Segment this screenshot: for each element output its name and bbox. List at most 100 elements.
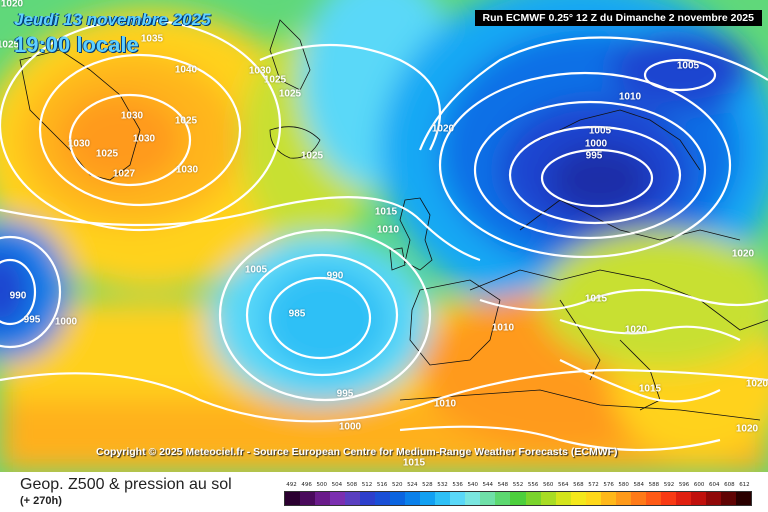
isobar-label: 1030: [175, 164, 199, 176]
isobar-label: 995: [23, 314, 41, 326]
isobar-label: 1030: [67, 138, 91, 150]
model-run-label: Run ECMWF 0.25° 12 Z du Dimanche 2 novem…: [474, 10, 762, 26]
color-scale-tick: 588: [648, 482, 660, 488]
color-scale-swatch: [465, 492, 481, 505]
forecast-date: Jeudi 13 novembre 2025: [14, 10, 211, 29]
isobar-label: 1015: [402, 457, 426, 469]
isobar-label: 990: [9, 290, 27, 302]
isobar-label: 990: [326, 270, 344, 282]
color-scale-swatch: [525, 492, 541, 505]
isobar-label: 1005: [588, 125, 612, 137]
color-scale-tick: 560: [542, 482, 554, 488]
coastlines: [19, 19, 768, 421]
isobar-label: 1025: [278, 88, 302, 100]
isobar-label: 1030: [120, 110, 144, 122]
color-scale-swatch: [735, 492, 751, 505]
isobar-label: 1020: [745, 378, 768, 390]
lead-time: (+ 270h): [20, 495, 62, 507]
color-scale-swatch: [405, 492, 421, 505]
isobar-label: 1030: [248, 65, 272, 77]
color-scale-tick: 544: [482, 482, 494, 488]
isobar-label: 1010: [618, 91, 642, 103]
color-scale-swatch: [330, 492, 346, 505]
isobar-label: 1020: [731, 248, 755, 260]
color-scale-tick: 520: [391, 482, 403, 488]
color-scale-swatch: [375, 492, 391, 505]
isobar-label: 1010: [491, 322, 515, 334]
isobar-label: 1020: [431, 123, 455, 135]
isobar-label: 1025: [0, 39, 20, 51]
color-scale-swatch: [300, 492, 316, 505]
color-scale-swatch: [720, 492, 736, 505]
isobar-label: 1035: [140, 33, 164, 45]
color-scale-bar: [284, 491, 752, 506]
isobar-label: 1010: [433, 398, 457, 410]
color-scale-tick: 604: [709, 482, 720, 488]
isobar-label: 1030: [132, 133, 156, 145]
color-scale-tick: 540: [467, 482, 478, 488]
isobar-label: 995: [336, 388, 354, 400]
color-scale-tick: 504: [331, 482, 343, 488]
copyright-notice: Copyright © 2025 Meteociel.fr - Source E…: [96, 446, 618, 458]
isobar-label: 1000: [338, 421, 362, 433]
map-canvas: [0, 0, 768, 472]
color-scale-tick: 516: [376, 482, 388, 488]
isobar-label: 1040: [174, 64, 198, 76]
color-scale-tick: 592: [663, 482, 675, 488]
isobar-label: 1005: [676, 60, 700, 72]
color-scale-tick: 584: [633, 482, 645, 488]
isobar-label: 985: [288, 308, 306, 320]
color-scale-swatch: [480, 492, 496, 505]
color-scale-swatch: [360, 492, 376, 505]
color-scale-tick: 496: [301, 482, 312, 488]
forecast-time: 19:00 locale: [14, 32, 139, 57]
isobar-label: 1010: [376, 224, 400, 236]
color-scale-swatch: [510, 492, 526, 505]
color-scale-tick: 568: [573, 482, 584, 488]
isobar-label: 1000: [584, 138, 608, 150]
isobar-label: 1015: [638, 383, 662, 395]
isobar-label: 1015: [584, 293, 608, 305]
color-scale-swatch: [570, 492, 586, 505]
color-scale-swatch: [630, 492, 646, 505]
color-scale-tick: 556: [527, 482, 539, 488]
color-scale-labels: 492 496 500 504 508 512 516 520 524 528 532 536 540 5…: [284, 482, 752, 490]
color-scale-swatch: [690, 492, 706, 505]
product-title: Geop. Z500 & pression au sol: [20, 476, 232, 493]
color-scale-tick: 500: [316, 482, 327, 488]
color-scale-swatch: [675, 492, 691, 505]
color-scale-tick: 512: [361, 482, 373, 488]
isobar-label: 1020: [0, 0, 24, 10]
color-scale-swatch: [540, 492, 556, 505]
color-scale-swatch: [390, 492, 406, 505]
color-scale-swatch: [315, 492, 331, 505]
color-scale-tick: 600: [693, 482, 705, 488]
color-scale-swatch: [435, 492, 451, 505]
color-scale-tick: 564: [558, 482, 569, 488]
color-scale-tick: 552: [512, 482, 524, 488]
color-scale-swatch: [345, 492, 361, 505]
isobar-label: 995: [585, 150, 603, 162]
color-scale-tick: 612: [739, 482, 750, 488]
color-scale-tick: 524: [407, 482, 418, 488]
isobar-label: 1025: [263, 74, 287, 86]
isobar-label: 1020: [624, 324, 648, 336]
color-scale-tick: 580: [618, 482, 629, 488]
isobar-label: 1025: [174, 115, 198, 127]
color-scale-swatch: [585, 492, 601, 505]
isobars: [0, 18, 768, 452]
color-scale-tick: 608: [724, 482, 735, 488]
isobar-label: 1027: [112, 168, 136, 180]
geopotential-field: [0, 0, 768, 472]
color-scale-tick: 536: [452, 482, 463, 488]
color-scale-tick: 596: [678, 482, 690, 488]
color-scale-tick: 576: [603, 482, 614, 488]
isobar-label: 1025: [95, 148, 119, 160]
isobar-label: 1020: [735, 423, 759, 435]
color-scale-tick: 572: [588, 482, 599, 488]
color-scale-tick: 532: [437, 482, 448, 488]
color-scale-tick: 528: [422, 482, 433, 488]
isobar-label: 1015: [374, 206, 398, 218]
color-scale-swatch: [645, 492, 661, 505]
color-scale-swatch: [450, 492, 466, 505]
